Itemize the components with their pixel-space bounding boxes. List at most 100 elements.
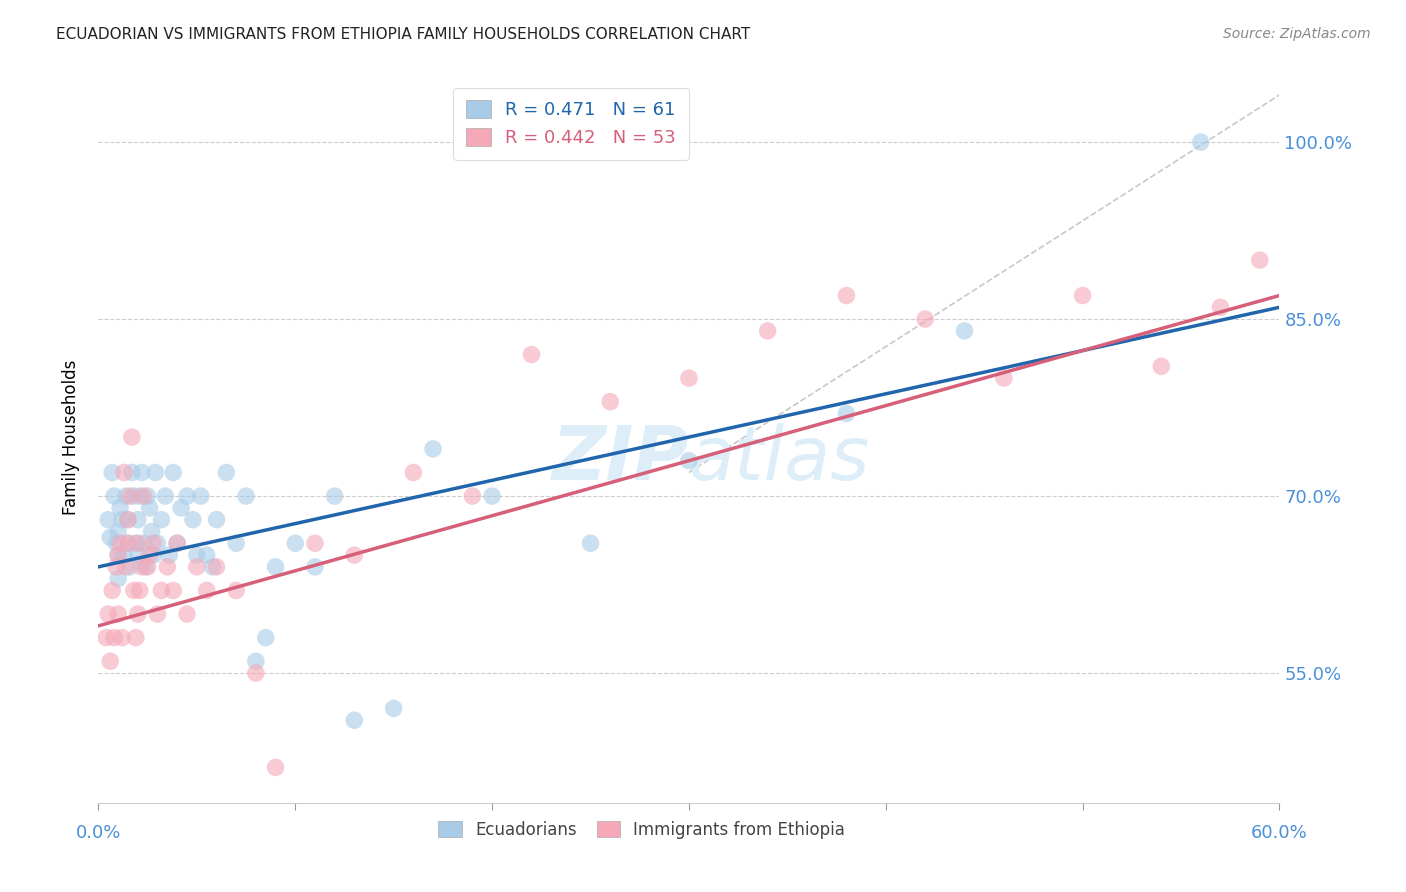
Point — [97, 607, 120, 621]
Point — [117, 513, 139, 527]
Point — [107, 524, 129, 539]
Point — [111, 631, 134, 645]
Point — [756, 324, 779, 338]
Point — [835, 407, 858, 421]
Point — [122, 489, 145, 503]
Text: ZIP: ZIP — [551, 423, 689, 496]
Point — [186, 559, 208, 574]
Point — [136, 489, 159, 503]
Point — [128, 583, 150, 598]
Point — [201, 559, 224, 574]
Point — [131, 466, 153, 480]
Point — [150, 513, 173, 527]
Point — [382, 701, 405, 715]
Point — [166, 536, 188, 550]
Y-axis label: Family Households: Family Households — [62, 359, 80, 515]
Text: atlas: atlas — [689, 423, 870, 495]
Point — [142, 536, 165, 550]
Point — [678, 453, 700, 467]
Point — [481, 489, 503, 503]
Point — [117, 513, 139, 527]
Point — [235, 489, 257, 503]
Point — [181, 513, 204, 527]
Point — [138, 548, 160, 562]
Point — [402, 466, 425, 480]
Point — [101, 466, 124, 480]
Point — [107, 607, 129, 621]
Point — [118, 489, 141, 503]
Point — [205, 559, 228, 574]
Point — [678, 371, 700, 385]
Point — [117, 536, 139, 550]
Point — [186, 548, 208, 562]
Point — [107, 548, 129, 562]
Point — [157, 548, 180, 562]
Point — [118, 559, 141, 574]
Point — [135, 559, 157, 574]
Point — [146, 536, 169, 550]
Point — [195, 548, 218, 562]
Point — [115, 489, 138, 503]
Text: Source: ZipAtlas.com: Source: ZipAtlas.com — [1223, 27, 1371, 41]
Point — [142, 548, 165, 562]
Point — [111, 513, 134, 527]
Point — [98, 654, 121, 668]
Point — [145, 466, 167, 480]
Point — [422, 442, 444, 456]
Point — [176, 607, 198, 621]
Point — [170, 500, 193, 515]
Point — [115, 559, 138, 574]
Point — [97, 513, 120, 527]
Legend: Ecuadorians, Immigrants from Ethiopia: Ecuadorians, Immigrants from Ethiopia — [432, 814, 852, 846]
Point — [125, 631, 148, 645]
Point — [264, 760, 287, 774]
Point — [304, 536, 326, 550]
Point — [1209, 301, 1232, 315]
Point — [835, 288, 858, 302]
Point — [105, 559, 128, 574]
Point — [132, 536, 155, 550]
Point — [101, 583, 124, 598]
Point — [343, 548, 366, 562]
Point — [1071, 288, 1094, 302]
Point — [1249, 253, 1271, 268]
Point — [108, 500, 131, 515]
Point — [127, 513, 149, 527]
Text: ECUADORIAN VS IMMIGRANTS FROM ETHIOPIA FAMILY HOUSEHOLDS CORRELATION CHART: ECUADORIAN VS IMMIGRANTS FROM ETHIOPIA F… — [56, 27, 751, 42]
Point — [141, 524, 163, 539]
Point — [205, 513, 228, 527]
Point — [304, 559, 326, 574]
Point — [103, 631, 125, 645]
Point — [176, 489, 198, 503]
Point — [136, 559, 159, 574]
Point — [98, 530, 121, 544]
Point — [117, 536, 139, 550]
Point — [121, 466, 143, 480]
Point — [127, 607, 149, 621]
Point — [132, 489, 155, 503]
Point — [245, 654, 267, 668]
Point — [520, 347, 543, 361]
Point — [343, 713, 366, 727]
Point — [993, 371, 1015, 385]
Point — [112, 466, 135, 480]
Point — [190, 489, 212, 503]
Point — [245, 666, 267, 681]
Point — [599, 394, 621, 409]
Point — [914, 312, 936, 326]
Point — [323, 489, 346, 503]
Point — [166, 536, 188, 550]
Point — [156, 559, 179, 574]
Point — [107, 572, 129, 586]
Text: 0.0%: 0.0% — [76, 824, 121, 842]
Point — [953, 324, 976, 338]
Point — [103, 489, 125, 503]
Point — [121, 430, 143, 444]
Point — [112, 548, 135, 562]
Point — [146, 607, 169, 621]
Point — [284, 536, 307, 550]
Point — [96, 631, 118, 645]
Point — [131, 559, 153, 574]
Point — [127, 548, 149, 562]
Point — [579, 536, 602, 550]
